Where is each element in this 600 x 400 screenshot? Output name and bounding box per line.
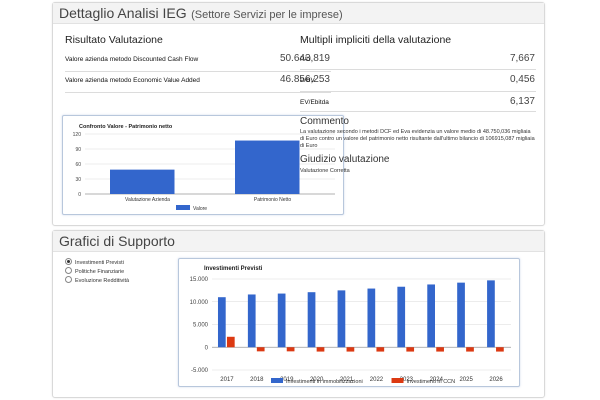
y-tick-label: 0 xyxy=(205,345,209,351)
multiple-label-pbv: P/BV xyxy=(300,77,315,84)
bar xyxy=(217,297,226,348)
x-tick-label: 2019 xyxy=(280,377,294,383)
comment-text: La valutazione secondo i metodi DCF ed E… xyxy=(300,129,535,149)
bar xyxy=(496,347,504,352)
value-vs-equity-chart: Confronto Valore - Patrimonio netto 0 30 60… xyxy=(62,115,344,215)
multiple-value-evebitda: 6,137 xyxy=(509,96,535,107)
bar xyxy=(247,294,256,348)
dcf-value: 50.643,819 xyxy=(279,53,330,64)
y-tick-label: -5.000 xyxy=(191,368,209,374)
comment-title: Commento xyxy=(300,116,349,127)
radio-button-checked[interactable] xyxy=(65,258,72,266)
legend-label: Investimenti in CCN xyxy=(407,379,456,385)
multiple-label-evebitda: EV/Ebitda xyxy=(300,99,329,106)
row-divider xyxy=(300,91,536,92)
valuation-panel: Dettaglio Analisi IEG (Settore Servizi p… xyxy=(52,2,545,226)
support-charts-header: Grafici di Supporto xyxy=(53,231,544,252)
bar xyxy=(367,288,376,348)
y-tick-label: 15.000 xyxy=(190,277,209,283)
bar xyxy=(487,280,495,348)
row-divider xyxy=(300,69,536,70)
y-tick-label: 5.000 xyxy=(193,323,209,329)
x-tick-label: 2026 xyxy=(489,377,503,383)
judgement-text: Valutazione Corretta xyxy=(300,168,350,174)
x-tick-label: 2025 xyxy=(459,377,473,383)
eva-label: Valore azienda metodo Economic Value Add… xyxy=(65,77,200,84)
row-divider xyxy=(300,111,536,112)
row-divider xyxy=(65,92,331,93)
bar xyxy=(346,347,355,352)
legend-label: Valore xyxy=(193,206,207,212)
bar xyxy=(110,169,175,194)
chart-title: Confronto Valore - Patrimonio netto xyxy=(79,124,173,130)
bar xyxy=(307,292,316,348)
bar xyxy=(457,282,465,348)
legend-swatch xyxy=(271,378,283,383)
bar xyxy=(436,347,444,352)
x-tick-label: 2017 xyxy=(220,377,234,383)
multiple-label-pu: P/U xyxy=(300,56,311,63)
x-tick-label: 2024 xyxy=(430,377,444,383)
bar xyxy=(226,336,235,348)
eva-value: 46.856,253 xyxy=(279,74,330,85)
valuation-result-title: Risultato Valutazione xyxy=(65,34,163,46)
bar xyxy=(235,140,300,194)
bar xyxy=(406,347,415,352)
investments-chart: Investimenti Previsti -5.000 0 5.000 10.000 1… xyxy=(178,258,520,387)
dcf-label: Valore azienda metodo Discounted Cash Fl… xyxy=(65,56,199,63)
bar xyxy=(337,290,346,348)
row-divider xyxy=(65,71,331,72)
valuation-panel-header: Dettaglio Analisi IEG (Settore Servizi p… xyxy=(53,3,544,24)
radio-label: Politiche Finanziarie xyxy=(75,269,125,275)
y-tick-label: 90 xyxy=(75,147,81,153)
bar xyxy=(466,347,474,352)
y-tick-label: 30 xyxy=(75,177,81,183)
x-tick-label: 2020 xyxy=(310,377,324,383)
radio-evoluzione-redditivita[interactable]: Evoluzione Redditività xyxy=(65,276,130,285)
y-tick-label: 0 xyxy=(78,192,81,198)
legend-label: Investimenti in immobilizzazioni xyxy=(286,379,363,385)
bar xyxy=(316,347,325,352)
radio-investimenti-previsti[interactable]: Investimenti Previsti xyxy=(65,258,124,267)
legend-swatch xyxy=(176,205,190,210)
bar xyxy=(397,286,406,348)
radio-label: Investimenti Previsti xyxy=(75,260,124,266)
radio-button[interactable] xyxy=(65,276,72,284)
multiple-value-pu: 7,667 xyxy=(509,53,535,64)
multiples-title: Multipli impliciti della valutazione xyxy=(300,34,452,46)
bar xyxy=(286,347,295,352)
x-tick-label: 2021 xyxy=(340,377,354,383)
x-tick-label: Valutazione Azienda xyxy=(125,197,170,203)
value-vs-equity-chart-svg: Confronto Valore - Patrimonio netto 0 30 60… xyxy=(73,124,335,212)
x-tick-label: 2023 xyxy=(400,377,414,383)
bar xyxy=(427,284,435,348)
radio-label: Evoluzione Redditività xyxy=(75,278,130,284)
radio-politiche-finanziarie[interactable]: Politiche Finanziarie xyxy=(65,267,125,276)
bar xyxy=(277,293,286,348)
investments-chart-svg: Investimenti Previsti -5.000 0 5.000 10.000 1… xyxy=(190,266,511,385)
page-subtitle: (Settore Servizi per le imprese) xyxy=(191,9,343,21)
judgement-title: Giudizio valutazione xyxy=(300,154,390,165)
y-tick-label: 120 xyxy=(73,132,82,138)
y-tick-label: 10.000 xyxy=(190,300,209,306)
multiple-value-pbv: 0,456 xyxy=(509,74,535,85)
y-tick-label: 60 xyxy=(75,162,81,168)
bar xyxy=(376,347,385,352)
radio-button[interactable] xyxy=(65,267,72,275)
bar xyxy=(256,347,265,352)
chart-title: Investimenti Previsti xyxy=(204,266,263,272)
x-tick-label: 2018 xyxy=(250,377,264,383)
support-charts-title: Grafici di Supporto xyxy=(59,233,175,249)
support-charts-panel: Grafici di Supporto Investimenti Previst… xyxy=(52,230,545,398)
legend-swatch xyxy=(391,378,404,383)
page-title: Dettaglio Analisi IEG xyxy=(59,5,187,21)
x-tick-label: Patrimonio Netto xyxy=(254,197,291,203)
x-tick-label: 2022 xyxy=(370,377,384,383)
